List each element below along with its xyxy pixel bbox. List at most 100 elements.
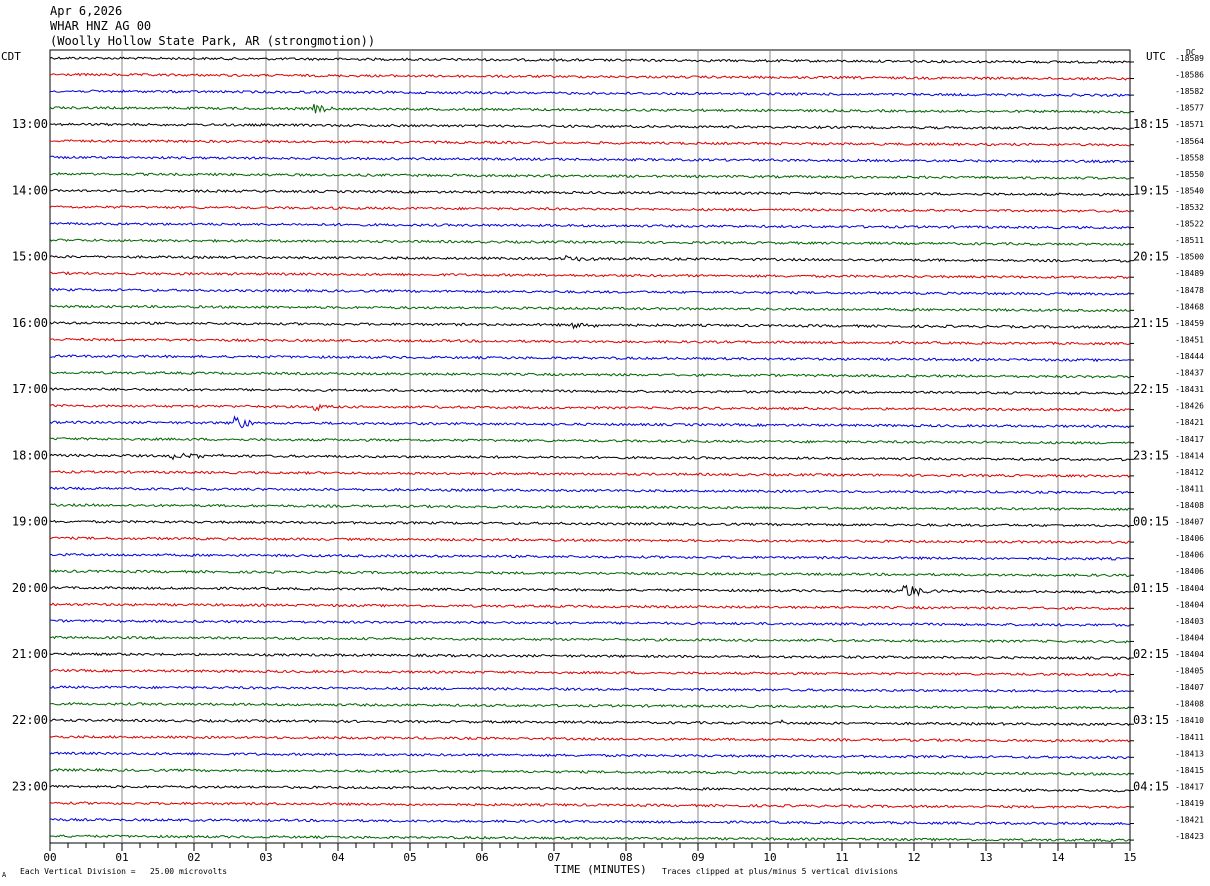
dc-offset-label: -18414	[1175, 451, 1204, 460]
x-tick-label: 01	[115, 851, 128, 864]
dc-offset-label: -18415	[1175, 766, 1204, 775]
trace-line	[49, 584, 1130, 597]
trace-line	[49, 72, 1131, 81]
left-hour-label: 16:00	[12, 316, 48, 330]
dc-offset-label: -18532	[1175, 203, 1204, 212]
left-hour-label: 18:00	[12, 448, 48, 462]
trace-line	[49, 354, 1130, 363]
clip-note: Traces clipped at plus/minus 5 vertical …	[662, 867, 899, 876]
left-hour-label: 22:00	[12, 713, 48, 727]
x-tick-label: 03	[259, 851, 272, 864]
header-station: WHAR HNZ AG 00	[50, 19, 152, 33]
right-hour-label: 19:15	[1133, 183, 1169, 197]
trace-line	[49, 668, 1131, 677]
dc-offset-label: -18489	[1175, 269, 1204, 278]
dc-offset-label: -18571	[1175, 120, 1204, 129]
dc-offset-label: -18451	[1175, 335, 1204, 344]
left-hour-label: 14:00	[12, 183, 48, 197]
trace-line	[49, 254, 1131, 263]
trace-line	[49, 718, 1131, 727]
dc-offset-label: -18404	[1175, 650, 1204, 659]
right-hour-label: 21:15	[1133, 316, 1169, 330]
trace-line	[49, 103, 1131, 114]
trace-line	[49, 569, 1131, 578]
dc-offset-label: -18437	[1175, 369, 1204, 378]
x-tick-label: 15	[1123, 851, 1136, 864]
dc-offset-label: -18408	[1175, 700, 1204, 709]
dc-offset-label: -18403	[1175, 617, 1204, 626]
dc-offset-label: -18406	[1175, 567, 1204, 576]
dc-offset-label: -18413	[1175, 749, 1204, 758]
left-timezone-label: CDT	[1, 50, 21, 63]
dc-offset-label: -18586	[1175, 71, 1204, 80]
right-timezone-label: UTC	[1146, 50, 1166, 63]
x-tick-label: 02	[187, 851, 200, 864]
x-tick-label: 10	[763, 851, 776, 864]
dc-offset-label: -18550	[1175, 170, 1204, 179]
left-hour-label: 23:00	[12, 779, 48, 793]
x-tick-label: 11	[835, 851, 848, 864]
trace-line	[49, 403, 1131, 412]
dc-offset-label: -18417	[1175, 435, 1204, 444]
trace-line	[49, 221, 1131, 230]
trace-line	[49, 238, 1131, 247]
trace-line	[49, 767, 1131, 776]
right-hour-label: 04:15	[1133, 779, 1169, 793]
dc-offset-label: -18444	[1175, 352, 1204, 361]
trace-line	[50, 817, 1131, 826]
x-tick-label: 00	[43, 851, 56, 864]
left-hour-label: 21:00	[12, 647, 48, 661]
dc-offset-label: -18405	[1175, 667, 1204, 676]
x-tick-label: 08	[619, 851, 632, 864]
trace-line	[49, 287, 1131, 296]
header-location: (Woolly Hollow State Park, AR (strongmot…	[50, 34, 376, 48]
trace-line	[49, 437, 1131, 445]
trace-line	[49, 171, 1131, 180]
dc-offset-label: -18564	[1175, 137, 1204, 146]
dc-offset-label: -18411	[1175, 733, 1204, 742]
right-hour-label: 01:15	[1133, 581, 1169, 595]
left-hour-label: 15:00	[12, 250, 48, 264]
trace-line	[49, 602, 1131, 611]
dc-offset-label: -18421	[1175, 418, 1204, 427]
dc-offset-label: -18589	[1175, 54, 1204, 63]
right-hour-label: 03:15	[1133, 713, 1169, 727]
trace-line	[49, 370, 1131, 379]
trace-line	[49, 415, 1131, 429]
trace-line	[49, 701, 1131, 710]
trace-line	[49, 635, 1131, 644]
dc-offset-label: -18406	[1175, 551, 1204, 560]
dc-offset-label: -18540	[1175, 186, 1204, 195]
trace-line	[49, 486, 1131, 495]
right-hour-label: 23:15	[1133, 448, 1169, 462]
dc-offset-label: -18558	[1175, 153, 1204, 162]
dc-offset-label: -18468	[1175, 302, 1204, 311]
dc-offset-label: -18511	[1175, 236, 1204, 245]
header-date: Apr 6,2026	[50, 4, 123, 18]
trace-line	[49, 139, 1131, 147]
trace-line	[49, 304, 1131, 313]
trace-line	[49, 801, 1131, 809]
trace-line	[49, 751, 1131, 760]
trace-line	[49, 205, 1131, 213]
dc-offset-label: -18412	[1175, 468, 1204, 477]
trace-line	[49, 188, 1131, 197]
x-axis-title: TIME (MINUTES)	[554, 863, 647, 876]
trace-line	[49, 536, 1131, 544]
right-hour-label: 20:15	[1133, 250, 1169, 264]
dc-offset-label: -18407	[1175, 518, 1204, 527]
trace-line	[49, 834, 1131, 843]
x-tick-label: 07	[547, 851, 560, 864]
dc-offset-label: -18406	[1175, 534, 1204, 543]
dc-offset-label: -18408	[1175, 501, 1204, 510]
dc-offset-label: -18404	[1175, 600, 1204, 609]
x-tick-label: 14	[1051, 851, 1065, 864]
right-hour-label: 00:15	[1133, 515, 1169, 529]
x-tick-label: 05	[403, 851, 416, 864]
dc-offset-label: -18411	[1175, 484, 1204, 493]
dc-offset-label: -18407	[1175, 683, 1204, 692]
dc-offset-label: -18459	[1175, 319, 1204, 328]
trace-line	[49, 735, 1131, 743]
dc-offset-label: -18419	[1175, 799, 1204, 808]
